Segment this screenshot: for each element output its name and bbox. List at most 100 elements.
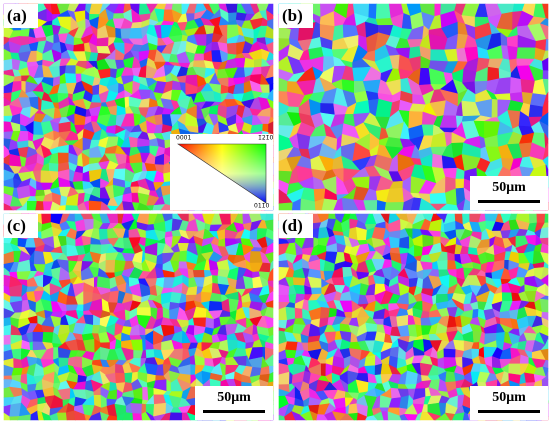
grain (320, 363, 327, 377)
grain (32, 331, 44, 343)
panel-label: (a) (7, 6, 27, 25)
grain (130, 21, 143, 29)
grain (421, 124, 435, 137)
grain (506, 35, 519, 48)
panel-label: (c) (7, 216, 26, 235)
grain (375, 18, 394, 26)
grain (178, 250, 188, 263)
grain (278, 202, 294, 211)
grain (540, 243, 549, 255)
grain (81, 235, 92, 247)
grain (436, 259, 449, 271)
ipf-legend: 0001 1̄21̄0 011̄0 (170, 134, 273, 210)
grain (212, 275, 219, 285)
grain (501, 292, 514, 302)
grain (429, 192, 448, 205)
scale-bar-box (470, 176, 548, 210)
grain (169, 412, 183, 421)
grain (491, 98, 499, 119)
grain (42, 331, 54, 344)
grain (278, 26, 292, 40)
grain (130, 402, 143, 415)
grain (3, 375, 13, 381)
ebsd-map (278, 3, 549, 211)
grain (253, 58, 263, 68)
grain (122, 192, 133, 203)
grain (164, 3, 174, 11)
grain (388, 236, 401, 249)
grain (509, 77, 523, 94)
grain (379, 407, 390, 413)
grain (48, 162, 59, 173)
grain (507, 45, 519, 61)
grain (292, 277, 306, 287)
scale-bar (203, 410, 265, 413)
label-box (279, 4, 313, 28)
scale-bar (478, 200, 540, 203)
grain (311, 287, 323, 295)
grain (96, 37, 110, 47)
grain (3, 334, 12, 346)
grain (190, 364, 196, 376)
scale-bar-text: 50μm (492, 390, 526, 405)
grain (26, 200, 38, 211)
grain (528, 104, 544, 118)
grain (384, 202, 405, 211)
grain (536, 213, 546, 224)
legend-corner: 1̄21̄0 (258, 135, 273, 142)
grain (243, 57, 255, 69)
grain (64, 73, 78, 84)
grain (130, 339, 144, 352)
grain (35, 201, 45, 211)
grain (375, 98, 393, 118)
grain (226, 42, 237, 56)
grain (164, 218, 174, 233)
grain (544, 213, 549, 224)
grain (112, 13, 125, 20)
grain (88, 200, 103, 211)
grain (443, 348, 457, 358)
grain (364, 354, 376, 367)
grain (278, 294, 291, 303)
grain (65, 205, 80, 211)
grain (270, 106, 274, 119)
grain (431, 153, 444, 169)
grain (542, 70, 549, 80)
grain (29, 341, 34, 351)
grain (455, 178, 465, 190)
grain (225, 3, 238, 14)
scale-bar (478, 410, 540, 413)
grain (368, 3, 378, 20)
grain (208, 301, 224, 312)
scale-bar-text: 50μm (492, 180, 526, 195)
grain (124, 309, 131, 322)
grain (434, 3, 442, 17)
grain (209, 292, 223, 303)
grain (115, 372, 126, 384)
scale-bar-text: 50μm (217, 390, 251, 405)
grain (3, 324, 12, 336)
grain (132, 413, 143, 421)
grain (396, 314, 409, 328)
grain (3, 58, 14, 72)
grain (145, 349, 156, 359)
grain (72, 171, 84, 183)
grain (499, 310, 512, 320)
grain (11, 367, 24, 377)
grain (285, 341, 299, 351)
legend-corner: 011̄0 (254, 203, 269, 210)
grain (348, 403, 359, 415)
grain (193, 53, 205, 62)
grain (98, 228, 109, 241)
panel-label: (d) (282, 216, 303, 235)
panel-label: (b) (282, 6, 303, 25)
grain (192, 270, 206, 278)
grain (294, 307, 303, 320)
grain (64, 65, 77, 75)
grain (285, 349, 297, 359)
grain (516, 47, 536, 60)
grain (136, 307, 152, 317)
grain (331, 277, 346, 286)
grain (365, 322, 378, 333)
